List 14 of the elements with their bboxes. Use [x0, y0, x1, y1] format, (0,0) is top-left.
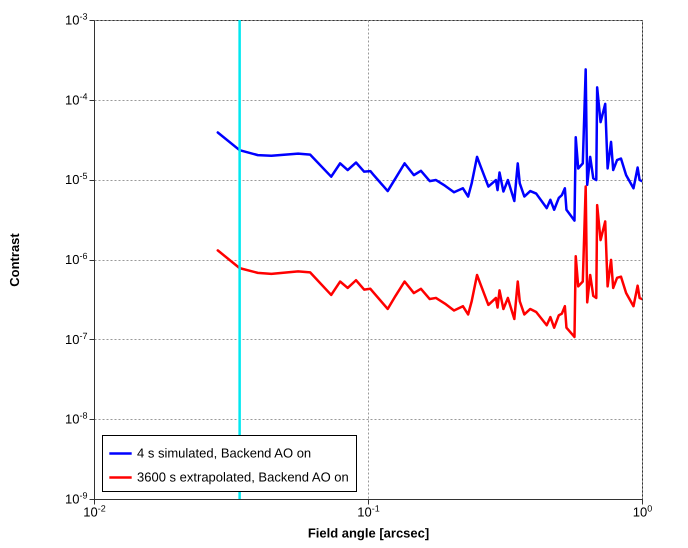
y-axis-title: Contrast — [7, 232, 22, 287]
x-tick-label: 10$^{-1}$ — [357, 504, 380, 520]
legend-label: 4 s simulated, Backend AO on — [137, 446, 312, 460]
x-tick-label: 10$^{0}$ — [632, 504, 652, 520]
legend-label: 3600 s extrapolated, Backend AO on — [137, 470, 349, 484]
y-tick-label: 10$^{-7}$ — [65, 330, 88, 347]
y-tick-label: 10$^{-8}$ — [65, 410, 88, 427]
y-tick-label: 10$^{-5}$ — [65, 171, 88, 188]
x-axis-title: Field angle [arcsec] — [308, 526, 430, 540]
y-tick-label: 10$^{-4}$ — [65, 91, 88, 108]
y-tick-label: 10$^{-9}$ — [65, 490, 88, 506]
y-tick-label: 10$^{-3}$ — [65, 12, 88, 28]
x-tick-label: 10$^{-2}$ — [83, 504, 106, 520]
y-tick-label: 10$^{-6}$ — [65, 251, 88, 267]
